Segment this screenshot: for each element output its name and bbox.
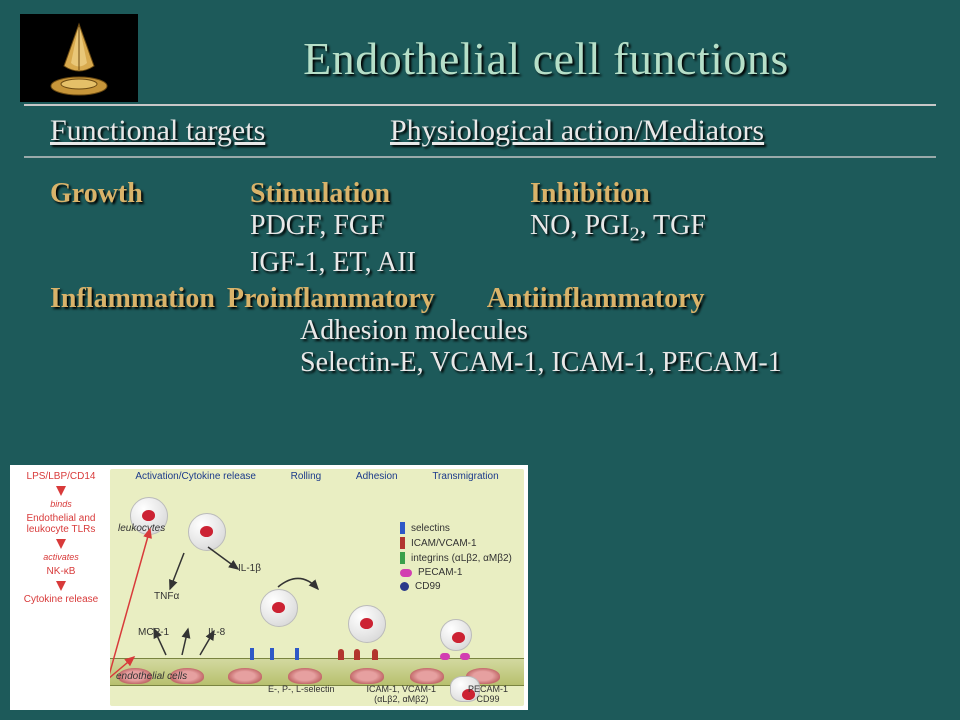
- inhibition-line1: NO, PGI2, TGF: [530, 210, 920, 247]
- slide: Endothelial cell functions Functional ta…: [0, 0, 960, 720]
- inhibition-label: Inhibition: [530, 178, 920, 210]
- adhesion-list: Selectin-E, VCAM-1, ICAM-1, PECAM-1: [50, 347, 920, 379]
- heading-functional-targets: Functional targets: [50, 114, 390, 148]
- heading-physiological-action: Physiological action/Mediators: [390, 114, 920, 148]
- label-tnfa: TNFα: [154, 591, 179, 602]
- stimulation-label: Stimulation: [250, 178, 530, 210]
- title-rule: [24, 104, 936, 106]
- figure-panel: Activation/Cytokine release Rolling Adhe…: [110, 469, 524, 706]
- slide-title: Endothelial cell functions: [152, 14, 940, 85]
- column-headings: Functional targets Physiological action/…: [0, 108, 960, 148]
- header: Endothelial cell functions: [0, 0, 960, 102]
- growth-label: Growth: [50, 178, 250, 210]
- figure-legend: selectins ICAM/VCAM-1 integrins (αLβ2, α…: [400, 519, 518, 595]
- label-endothelial-cells: endothelial cells: [116, 671, 187, 682]
- figure-sidebar: LPS/LBP/CD14 binds Endothelial and leuko…: [14, 471, 108, 605]
- proinflammatory-label: Proinflammatory: [227, 283, 435, 315]
- label-mcp1: MCP-1: [138, 627, 169, 638]
- inflammation-label: Inflammation: [50, 283, 215, 315]
- stimulation-line2: IGF-1, ET, AII: [250, 247, 530, 279]
- adhesion-molecules: Adhesion molecules: [50, 315, 920, 347]
- label-il8: IL-8: [208, 627, 225, 638]
- leukocyte-adhesion-figure: LPS/LBP/CD14 binds Endothelial and leuko…: [10, 465, 528, 710]
- heading-rule: [24, 156, 936, 158]
- label-il1b: IL-1β: [238, 563, 261, 574]
- stimulation-line1: PDGF, FGF: [250, 210, 530, 247]
- content-body: Growth Stimulation Inhibition PDGF, FGF …: [0, 166, 960, 379]
- university-emblem: [20, 14, 138, 102]
- figure-bottom-labels: E-, P-, L-selectin ICAM-1, VCAM-1(αLβ2, …: [110, 684, 524, 704]
- antiinflammatory-label: Antiinflammatory: [487, 283, 705, 315]
